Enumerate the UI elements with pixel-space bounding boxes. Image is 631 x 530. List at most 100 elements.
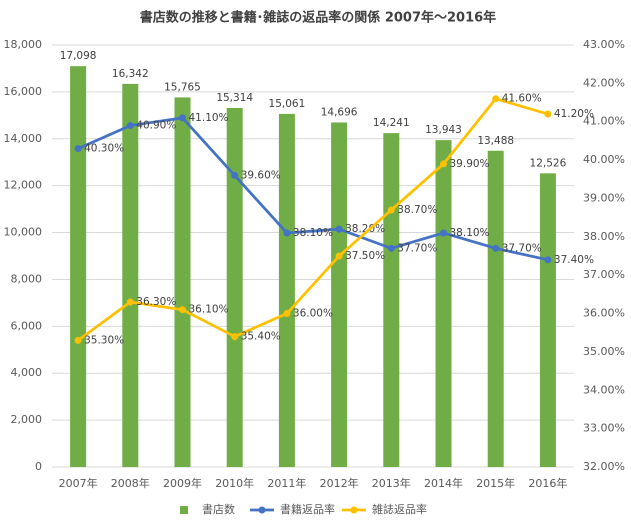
bar-value-label: 15,765 [164, 81, 201, 93]
line-marker [387, 206, 395, 214]
line-marker [126, 122, 134, 130]
bar [122, 83, 139, 468]
bar [487, 150, 504, 468]
y2-tick-label: 39.00% [583, 191, 625, 204]
legend-label: 書店数 [202, 502, 235, 516]
line-marker [231, 333, 239, 341]
y-tick-label: 18,000 [4, 38, 43, 51]
y-tick-label: 16,000 [4, 85, 43, 98]
line-marker [283, 229, 291, 237]
y-tick-label: 6,000 [11, 319, 43, 332]
legend-swatch [350, 506, 358, 514]
y2-tick-label: 32.00% [583, 460, 625, 473]
legend-label: 書籍返品率 [280, 502, 335, 516]
bar-value-label: 16,342 [112, 68, 149, 80]
line-value-label: 41.10% [189, 112, 229, 124]
bar-value-label: 15,061 [269, 98, 306, 110]
bar-value-label: 14,241 [373, 117, 410, 129]
bar [70, 66, 87, 468]
line-marker [179, 114, 186, 122]
bar [435, 140, 452, 467]
y-tick-label: 8,000 [11, 272, 43, 285]
line-marker [544, 110, 552, 118]
line-value-label: 39.60% [241, 169, 281, 181]
line [77, 97, 549, 342]
line-marker [492, 244, 500, 252]
line-value-label: 40.90% [136, 120, 176, 132]
line-marker [74, 336, 82, 344]
line [77, 116, 549, 262]
bar [226, 107, 243, 468]
y2-tick-label: 40.00% [583, 153, 625, 166]
line-marker [283, 310, 291, 318]
line-value-label: 38.10% [293, 227, 333, 239]
line-value-label: 36.10% [189, 304, 229, 316]
line-marker [126, 298, 134, 306]
y2-tick-label: 42.00% [583, 76, 625, 89]
line-marker [440, 229, 447, 237]
bar-value-label: 15,314 [216, 92, 253, 104]
bar-value-label: 13,943 [425, 124, 462, 136]
line-marker [335, 252, 343, 260]
x-tick-label: 2012年 [320, 476, 359, 490]
line-value-label: 38.70% [397, 204, 437, 216]
y2-tick-label: 41.00% [583, 115, 625, 128]
x-tick-label: 2008年 [111, 476, 150, 490]
line-value-label: 36.00% [293, 308, 333, 320]
x-tick-label: 2016年 [528, 476, 567, 490]
line-marker [179, 306, 186, 314]
bar-value-label: 12,526 [530, 157, 567, 169]
y-tick-label: 0 [35, 460, 42, 473]
x-tick-label: 2014年 [424, 476, 463, 490]
bar-value-label: 14,696 [321, 106, 358, 118]
line-value-label: 39.90% [450, 158, 490, 170]
y2-tick-label: 35.00% [583, 345, 625, 358]
line-value-label: 37.70% [502, 242, 542, 254]
line-marker [231, 171, 239, 179]
y2-tick-label: 37.00% [583, 268, 625, 281]
legend-swatch [180, 506, 188, 514]
x-tick-label: 2015年 [476, 476, 515, 490]
x-tick-label: 2011年 [267, 476, 306, 490]
y2-tick-label: 33.00% [583, 422, 625, 435]
chart-title: 書店数の推移と書籍･雑誌の返品率の関係 2007年～2016年 [140, 10, 496, 26]
line-value-label: 38.10% [450, 227, 490, 239]
y-tick-label: 4,000 [11, 366, 43, 379]
bar [331, 122, 348, 467]
y-tick-label: 2,000 [11, 413, 43, 426]
line-marker [387, 244, 395, 252]
y-tick-label: 12,000 [4, 179, 43, 192]
line-value-label: 35.40% [241, 331, 281, 343]
line-value-label: 41.20% [554, 108, 594, 120]
bar [539, 173, 556, 467]
x-tick-label: 2009年 [163, 476, 202, 490]
x-tick-label: 2010年 [215, 476, 254, 490]
bar [278, 113, 295, 467]
x-tick-label: 2013年 [372, 476, 411, 490]
line-value-label: 40.30% [84, 143, 124, 155]
line-value-label: 36.30% [136, 296, 176, 308]
legend-swatch [258, 506, 266, 514]
bar [383, 133, 400, 467]
line-value-label: 37.50% [345, 250, 385, 262]
y2-tick-label: 43.00% [583, 38, 625, 51]
line-value-label: 37.70% [397, 242, 437, 254]
y-tick-label: 10,000 [4, 226, 43, 239]
line-value-label: 35.30% [84, 334, 124, 346]
legend-label: 雑誌返品率 [372, 502, 427, 516]
line-marker [492, 95, 500, 103]
y2-tick-label: 34.00% [583, 383, 625, 396]
line-value-label: 37.40% [554, 254, 594, 266]
line-marker [544, 256, 552, 264]
y-tick-label: 14,000 [4, 132, 43, 145]
y2-tick-label: 38.00% [583, 230, 625, 243]
line-marker [74, 145, 82, 153]
bar-value-label: 13,488 [477, 135, 514, 147]
bar [174, 97, 191, 468]
y2-tick-label: 36.00% [583, 307, 625, 320]
line-value-label: 38.20% [345, 223, 385, 235]
line-marker [335, 225, 343, 233]
x-tick-label: 2007年 [59, 476, 98, 490]
bar-value-label: 17,098 [60, 50, 97, 62]
